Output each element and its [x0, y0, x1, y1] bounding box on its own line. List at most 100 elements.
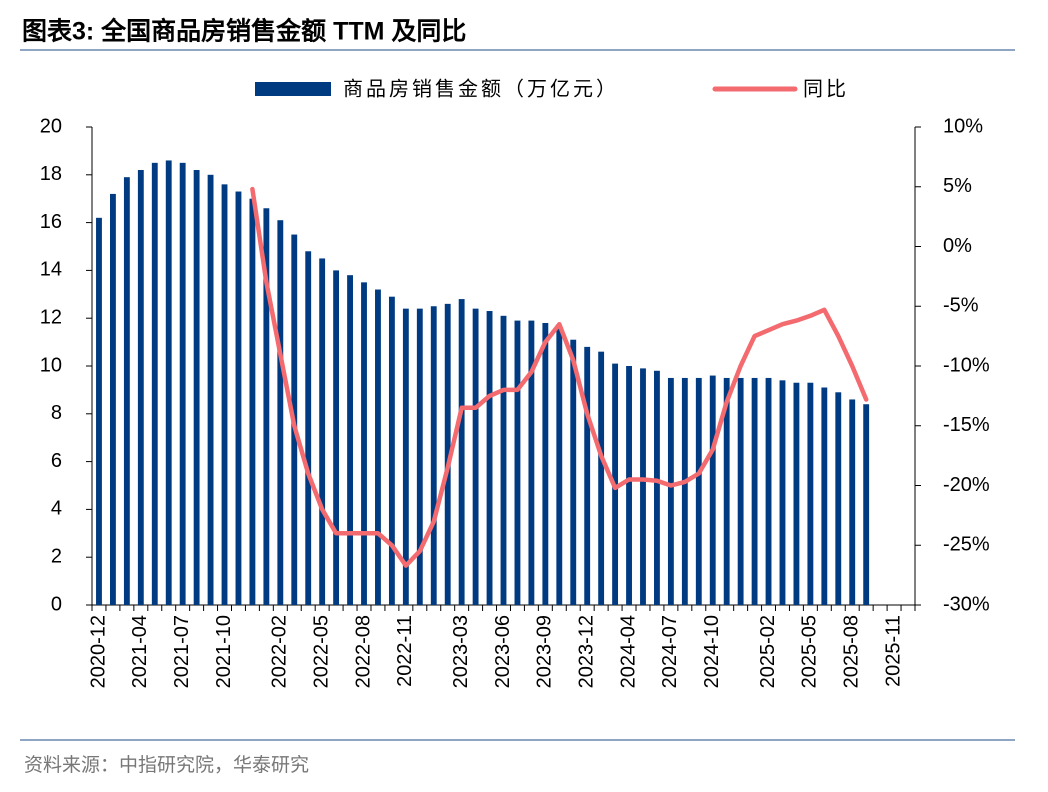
bar — [807, 382, 814, 605]
bar — [388, 296, 395, 605]
bar — [765, 377, 772, 605]
bar — [207, 174, 214, 606]
bar — [751, 377, 758, 605]
x-tick-label: 2024-04 — [617, 615, 639, 688]
y-tick-label: 20 — [40, 115, 62, 137]
y-tick-label: 4 — [51, 498, 62, 520]
bar — [709, 375, 716, 605]
bar — [486, 311, 493, 605]
y2-tick-label: -30% — [943, 593, 990, 615]
x-tick-label: 2021-04 — [129, 615, 151, 688]
bar — [137, 170, 144, 605]
bar — [598, 351, 605, 605]
x-tick-label: 2020-12 — [87, 615, 109, 688]
x-tick-label: 2021-10 — [213, 615, 235, 688]
bar — [667, 377, 674, 605]
bar — [235, 191, 242, 605]
x-tick-label: 2023-03 — [450, 615, 472, 688]
bar — [626, 366, 632, 605]
bar — [681, 377, 688, 605]
bar — [556, 327, 563, 605]
bar — [863, 404, 870, 605]
x-tick-label: 2023-06 — [492, 615, 514, 688]
bar — [514, 320, 521, 605]
bar — [542, 322, 549, 605]
legend-label: 同比 — [803, 77, 849, 101]
y-tick-label: 14 — [40, 259, 62, 281]
bar — [584, 346, 591, 605]
bar — [96, 217, 102, 605]
bar — [430, 306, 437, 605]
x-tick-label: 2025-08 — [841, 615, 863, 688]
y-tick-label: 16 — [40, 211, 62, 233]
x-tick-label: 2025-02 — [757, 615, 779, 688]
y2-tick-label: -10% — [943, 354, 990, 376]
bar — [695, 377, 702, 605]
y-tick-label: 18 — [40, 163, 62, 185]
bar — [221, 184, 228, 606]
bar — [375, 289, 381, 605]
y2-tick-label: -15% — [943, 414, 990, 436]
y2-tick-label: 0% — [943, 235, 972, 257]
y-tick-label: 12 — [40, 306, 62, 328]
bar — [654, 370, 660, 605]
bar — [570, 339, 577, 605]
x-tick-label: 2024-10 — [701, 615, 723, 688]
bar — [416, 308, 423, 605]
x-tick-label: 2022-05 — [310, 615, 332, 688]
line — [250, 186, 869, 568]
legend-label: 商品房销售金额（万亿元） — [343, 77, 619, 101]
legend-swatch — [255, 82, 331, 96]
bar — [821, 387, 828, 605]
bar — [737, 377, 744, 605]
y2-tick-label: -25% — [943, 534, 990, 556]
source: 资料来源：中指研究院，华泰研究 — [24, 754, 309, 776]
bar — [305, 251, 312, 605]
y2-tick-label: 5% — [943, 175, 972, 197]
bar — [165, 160, 172, 605]
x-tick-label: 2022-08 — [352, 615, 374, 688]
y2-tick-label: -20% — [943, 474, 990, 496]
chart-title: 图表3: 全国商品房销售金额 TTM 及同比 — [22, 17, 466, 46]
y2-tick-label: -5% — [943, 295, 979, 317]
bar — [319, 258, 326, 605]
bar — [151, 162, 158, 605]
x-tick-label: 2024-07 — [659, 615, 681, 688]
bar — [835, 392, 842, 605]
bar — [333, 270, 340, 605]
bar — [640, 368, 646, 605]
y-tick-label: 0 — [51, 593, 62, 615]
bar — [779, 380, 786, 605]
x-tick-label: 2023-12 — [575, 615, 597, 688]
bar — [263, 208, 270, 605]
bar — [361, 282, 367, 605]
bar — [793, 382, 800, 605]
bar — [500, 315, 507, 605]
y-tick-label: 8 — [51, 402, 62, 424]
y-tick-label: 2 — [51, 545, 62, 567]
bar — [849, 399, 856, 605]
x-tick-label: 2022-02 — [269, 615, 291, 688]
bar — [249, 198, 256, 605]
bar — [528, 320, 535, 605]
bar — [179, 162, 186, 605]
bar — [402, 308, 409, 605]
bar — [444, 303, 451, 605]
y-tick-label: 10 — [40, 354, 62, 376]
y2-tick-label: 10% — [943, 115, 983, 137]
bar — [723, 377, 730, 605]
bar — [123, 177, 130, 605]
x-tick-label: 2025-05 — [799, 615, 821, 688]
y-tick-label: 6 — [51, 450, 62, 472]
bar — [277, 220, 284, 605]
bar — [193, 170, 200, 605]
bar — [109, 193, 116, 606]
x-tick-label: 2022-11 — [394, 615, 416, 687]
x-tick-label: 2025-11 — [882, 615, 904, 687]
x-tick-label: 2021-07 — [171, 615, 193, 688]
x-tick-label: 2023-09 — [534, 615, 556, 688]
bar — [458, 299, 465, 605]
bar — [472, 308, 479, 605]
bar — [347, 275, 353, 605]
